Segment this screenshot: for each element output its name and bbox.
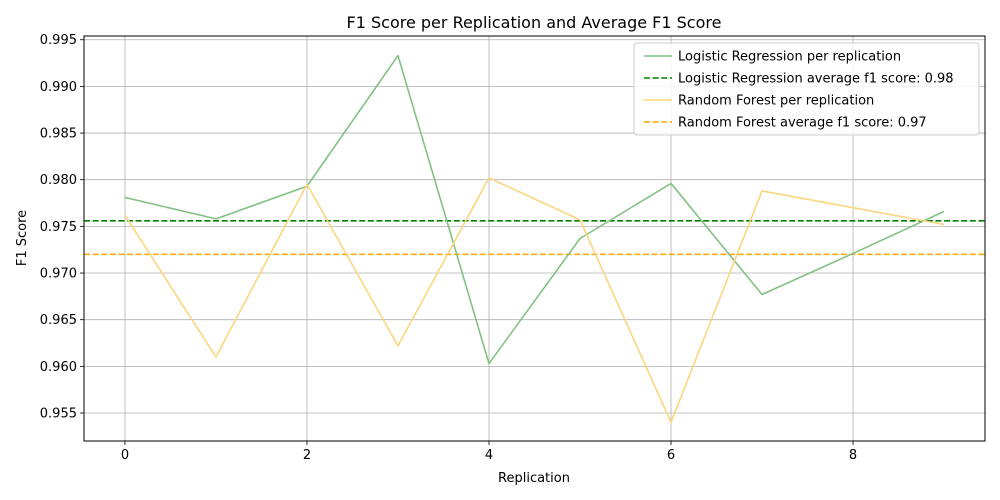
series-line-0 (124, 54, 945, 365)
x-axis-label: Replication (498, 471, 570, 486)
y-tick-label: 0.975 (40, 220, 77, 235)
x-tick-label: 6 (667, 448, 675, 463)
legend-label: Random Forest per replication (678, 94, 874, 109)
legend: Logistic Regression per replication Logis… (633, 42, 980, 136)
x-tick-label: 4 (485, 448, 493, 463)
legend-label: Logistic Regression per replication (678, 50, 901, 65)
x-tick-label: 2 (303, 448, 311, 463)
y-axis-label: F1 Score (15, 210, 30, 266)
axis-ticks: 0 2 4 6 8 0.955 0.960 0.965 0.970 0.975 0.980 0.985… (40, 33, 857, 463)
series-lines (124, 54, 945, 424)
legend-label: Logistic Regression average f1 score: 0.… (678, 72, 954, 87)
chart-title: F1 Score per Replication and Average F1 … (347, 13, 722, 32)
reference-lines (84, 219, 985, 256)
legend-box (633, 42, 980, 136)
series-line-1 (124, 177, 945, 424)
y-tick-label: 0.995 (40, 33, 77, 48)
y-tick-label: 0.960 (40, 360, 77, 375)
y-tick-label: 0.965 (40, 313, 77, 328)
x-tick-label: 8 (849, 448, 857, 463)
plot-frame (83, 35, 986, 442)
y-tick-label: 0.955 (40, 407, 77, 422)
y-tick-label: 0.980 (40, 173, 77, 188)
legend-label: Random Forest average f1 score: 0.97 (678, 116, 927, 131)
y-tick-label: 0.990 (40, 80, 77, 95)
x-tick-label: 0 (121, 448, 129, 463)
grid (84, 36, 985, 441)
y-tick-label: 0.970 (40, 267, 77, 282)
y-tick-label: 0.985 (40, 127, 77, 142)
